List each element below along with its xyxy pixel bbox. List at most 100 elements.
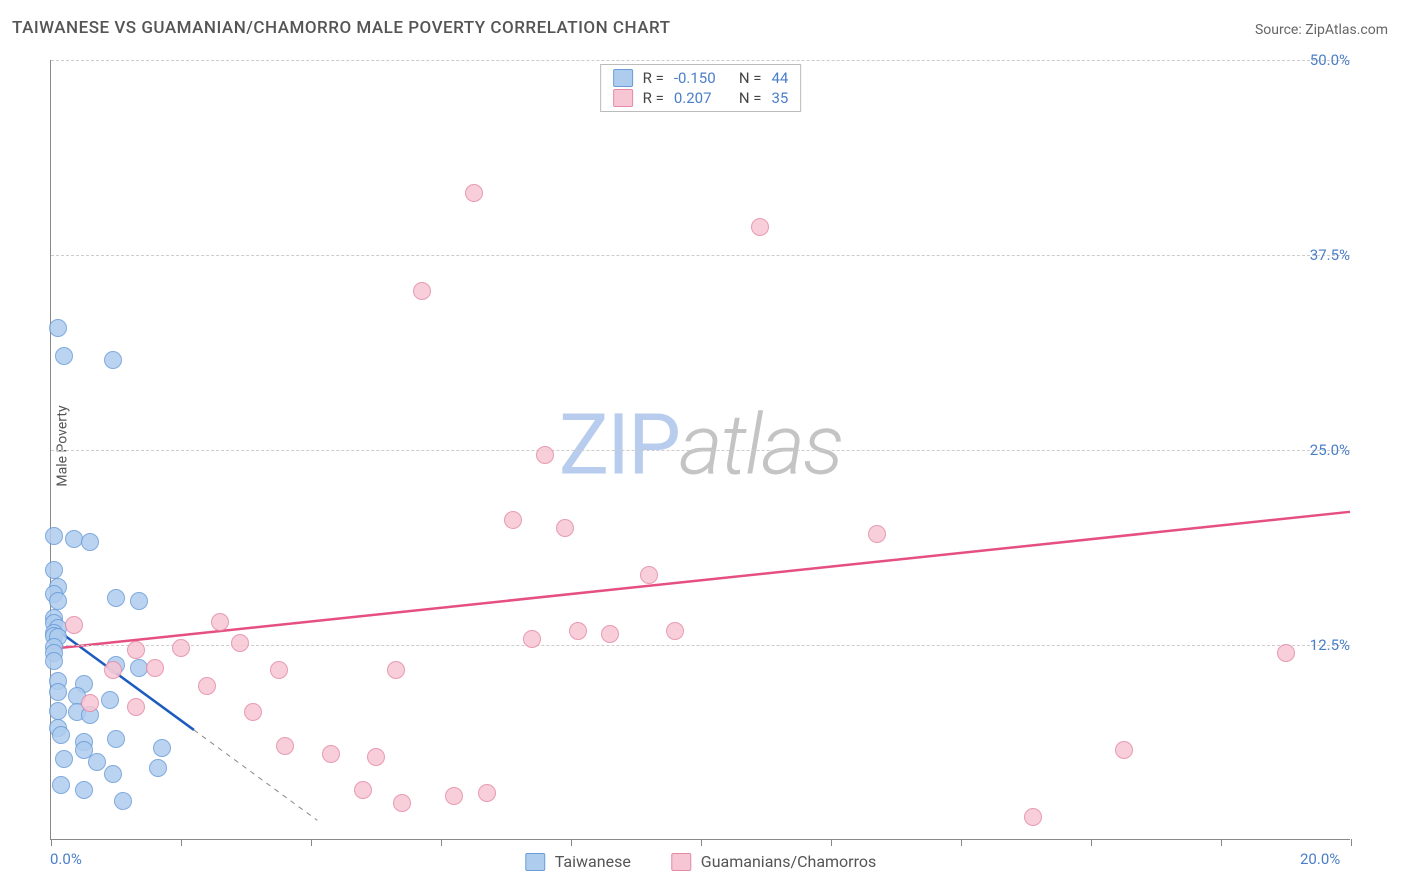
data-point bbox=[413, 282, 431, 300]
data-point bbox=[49, 592, 67, 610]
data-point bbox=[45, 652, 63, 670]
n-label-0: N = bbox=[739, 69, 762, 87]
y-tick-label: 37.5% bbox=[1290, 246, 1350, 264]
chart-title: TAIWANESE VS GUAMANIAN/CHAMORRO MALE POV… bbox=[12, 18, 671, 38]
data-point bbox=[153, 739, 171, 757]
y-tick-label: 12.5% bbox=[1290, 636, 1350, 654]
data-point bbox=[270, 661, 288, 679]
data-point bbox=[666, 622, 684, 640]
y-tick-label: 25.0% bbox=[1290, 441, 1350, 459]
n-value-0: 44 bbox=[771, 69, 788, 87]
data-point bbox=[172, 639, 190, 657]
data-point bbox=[88, 753, 106, 771]
data-point bbox=[114, 792, 132, 810]
plot-area: ZIPatlas R = -0.150 N = 44 R = 0.207 N =… bbox=[50, 60, 1350, 840]
data-point bbox=[65, 616, 83, 634]
data-point bbox=[322, 745, 340, 763]
legend-item-taiwanese: Taiwanese bbox=[525, 852, 631, 871]
data-point bbox=[127, 641, 145, 659]
data-point bbox=[104, 351, 122, 369]
n-label-1: N = bbox=[739, 89, 762, 107]
n-value-1: 35 bbox=[771, 89, 788, 107]
data-point bbox=[445, 787, 463, 805]
data-point bbox=[1024, 808, 1042, 826]
data-point bbox=[81, 533, 99, 551]
data-point bbox=[45, 561, 63, 579]
data-point bbox=[55, 750, 73, 768]
data-point bbox=[556, 519, 574, 537]
x-tick bbox=[571, 839, 572, 846]
data-point bbox=[52, 776, 70, 794]
y-tick-label: 50.0% bbox=[1290, 51, 1350, 69]
data-point bbox=[601, 625, 619, 643]
series-legend: Taiwanese Guamanians/Chamorros bbox=[525, 852, 876, 871]
swatch-bottom-guamanian bbox=[671, 853, 691, 871]
x-tick bbox=[961, 839, 962, 846]
legend-row-0: R = -0.150 N = 44 bbox=[613, 69, 789, 87]
data-point bbox=[536, 446, 554, 464]
data-point bbox=[523, 630, 541, 648]
data-point bbox=[107, 730, 125, 748]
data-point bbox=[45, 527, 63, 545]
data-point bbox=[751, 218, 769, 236]
data-point bbox=[276, 737, 294, 755]
data-point bbox=[868, 525, 886, 543]
data-point bbox=[244, 703, 262, 721]
data-point bbox=[569, 622, 587, 640]
data-point bbox=[640, 566, 658, 584]
data-point bbox=[231, 634, 249, 652]
data-point bbox=[465, 184, 483, 202]
source-prefix: Source: bbox=[1255, 22, 1305, 38]
data-point bbox=[393, 794, 411, 812]
data-point bbox=[107, 589, 125, 607]
gridline bbox=[51, 450, 1350, 451]
gridline bbox=[51, 255, 1350, 256]
chart-root: TAIWANESE VS GUAMANIAN/CHAMORRO MALE POV… bbox=[0, 0, 1406, 892]
data-point bbox=[65, 530, 83, 548]
data-point bbox=[55, 347, 73, 365]
x-tick bbox=[441, 839, 442, 846]
data-point bbox=[478, 784, 496, 802]
data-point bbox=[1115, 741, 1133, 759]
r-value-0: -0.150 bbox=[674, 69, 729, 87]
swatch-taiwanese bbox=[613, 69, 633, 87]
r-value-1: 0.207 bbox=[674, 89, 729, 107]
swatch-bottom-taiwanese bbox=[525, 853, 545, 871]
data-point bbox=[146, 659, 164, 677]
legend-row-1: R = 0.207 N = 35 bbox=[613, 89, 789, 107]
correlation-legend: R = -0.150 N = 44 R = 0.207 N = 35 bbox=[600, 64, 802, 112]
data-point bbox=[387, 661, 405, 679]
x-tick-label-min: 0.0% bbox=[50, 850, 82, 868]
legend-label-taiwanese: Taiwanese bbox=[555, 852, 631, 871]
source-name: ZipAtlas.com bbox=[1305, 22, 1388, 38]
x-tick bbox=[701, 839, 702, 846]
r-label-0: R = bbox=[643, 69, 664, 87]
x-tick bbox=[181, 839, 182, 846]
data-point bbox=[52, 726, 70, 744]
data-point bbox=[127, 698, 145, 716]
x-tick bbox=[1221, 839, 1222, 846]
data-point bbox=[354, 781, 372, 799]
data-point bbox=[75, 781, 93, 799]
gridline bbox=[51, 60, 1350, 61]
data-point bbox=[149, 759, 167, 777]
data-point bbox=[81, 694, 99, 712]
data-point bbox=[49, 319, 67, 337]
x-tick bbox=[311, 839, 312, 846]
x-tick bbox=[831, 839, 832, 846]
x-tick-label-max: 20.0% bbox=[1300, 850, 1340, 868]
x-tick bbox=[1351, 839, 1352, 846]
legend-item-guamanian: Guamanians/Chamorros bbox=[671, 852, 876, 871]
r-label-1: R = bbox=[643, 89, 664, 107]
x-tick bbox=[51, 839, 52, 846]
data-point bbox=[130, 592, 148, 610]
data-point bbox=[198, 677, 216, 695]
data-point bbox=[104, 765, 122, 783]
data-point bbox=[211, 613, 229, 631]
data-point bbox=[367, 748, 385, 766]
data-point bbox=[101, 691, 119, 709]
legend-label-guamanian: Guamanians/Chamorros bbox=[701, 852, 876, 871]
x-tick bbox=[1091, 839, 1092, 846]
data-point bbox=[49, 702, 67, 720]
source-label: Source: ZipAtlas.com bbox=[1255, 22, 1388, 38]
